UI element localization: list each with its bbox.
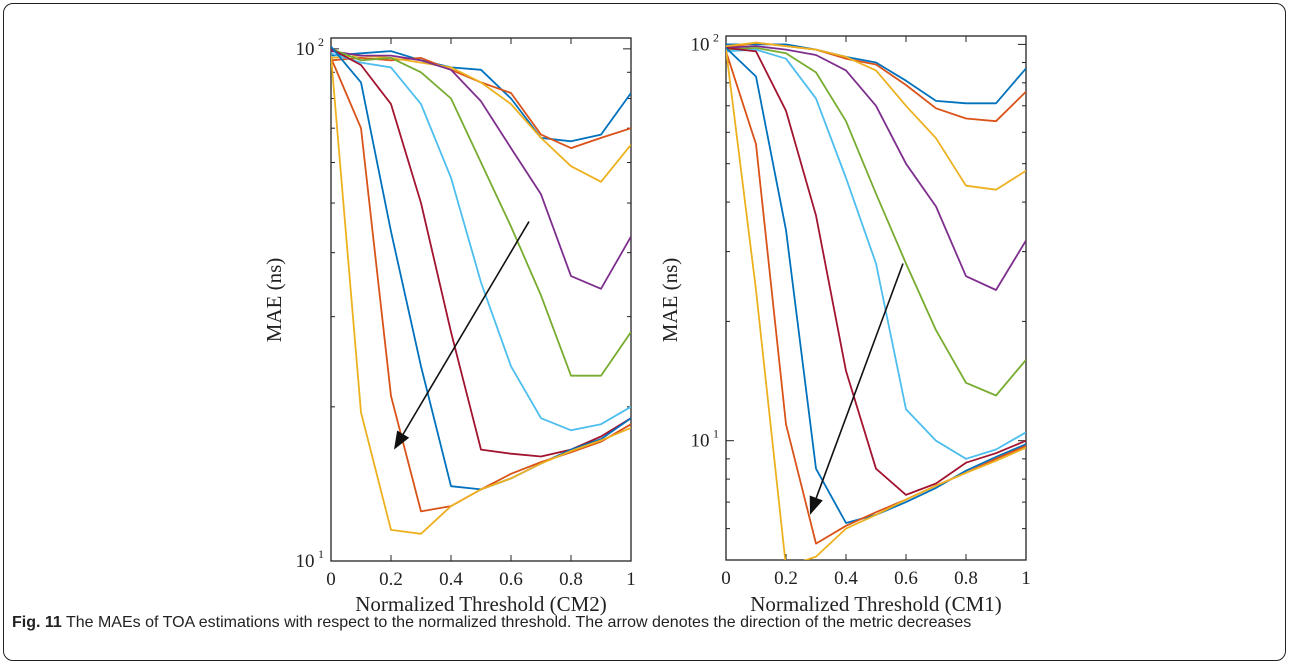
x-tick-label: 0 (721, 568, 731, 589)
x-tick-label: 1 (1021, 568, 1031, 589)
plot-frame-cm1 (725, 35, 1027, 561)
x-tick-label: 0.8 (954, 568, 978, 589)
arrow-shaft (815, 263, 904, 499)
x-tick-label: 0.6 (499, 569, 523, 590)
y-tick-label: 10 (691, 34, 710, 55)
x-tick-label: 0.4 (834, 568, 858, 589)
series-line-cm1-7 (726, 47, 1026, 496)
figure-caption: Fig. 11 The MAEs of TOA estimations with… (12, 614, 1272, 632)
x-tick-label: 0.6 (894, 568, 918, 589)
series-line-cm2-5 (331, 48, 631, 377)
series-line-cm1-6 (726, 48, 1026, 460)
x-axis-label-cm1: Normalized Threshold (CM1) (750, 592, 1002, 616)
x-tick-label: 0.8 (559, 569, 583, 590)
arrow-cm1 (809, 263, 904, 515)
y-tick-label: 10 (296, 551, 315, 572)
series-line-cm2-2 (331, 57, 631, 150)
arrow-head (809, 495, 823, 515)
series-line-cm2-4 (331, 50, 631, 290)
series-line-cm2-7 (331, 48, 631, 458)
series-line-cm2-3 (331, 54, 631, 183)
caption-text: The MAEs of TOA estimations with respect… (61, 614, 972, 631)
arrow-cm2 (394, 221, 530, 450)
series-line-cm1-3 (726, 41, 1026, 191)
y-tick-label: 10 (296, 39, 315, 60)
series-line-cm1-10 (726, 49, 1026, 560)
y-tick-exponent: 2 (318, 35, 324, 49)
y-axis-label-cm2: MAE (ns) (262, 258, 286, 343)
x-tick-label: 1 (626, 569, 636, 590)
x-tick-label: 0 (326, 569, 336, 590)
y-axis-label-cm1: MAE (ns) (658, 258, 682, 343)
series-lines-cm2 (331, 46, 631, 535)
series-line-cm1-5 (726, 47, 1026, 397)
arrow-head (394, 430, 410, 450)
x-tick-label: 0.4 (439, 569, 463, 590)
figure-number: Fig. 11 (12, 614, 62, 631)
x-axis-label-cm2: Normalized Threshold (CM2) (355, 592, 607, 616)
figure-frame (3, 3, 1286, 661)
series-line-cm2-6 (331, 52, 631, 432)
y-tick-label: 10 (691, 431, 710, 452)
series-line-cm2-10 (331, 55, 631, 535)
x-tick-label: 0.2 (379, 569, 403, 590)
series-line-cm1-4 (726, 45, 1026, 291)
y-tick-exponent: 1 (318, 547, 324, 561)
series-line-cm2-1 (331, 50, 631, 143)
plot-frame-cm2 (330, 37, 632, 562)
arrow-shaft (402, 221, 530, 435)
y-tick-exponent: 1 (713, 427, 719, 441)
x-tick-label: 0.2 (774, 568, 798, 589)
y-tick-exponent: 2 (713, 30, 719, 44)
series-lines-cm1 (726, 41, 1026, 560)
